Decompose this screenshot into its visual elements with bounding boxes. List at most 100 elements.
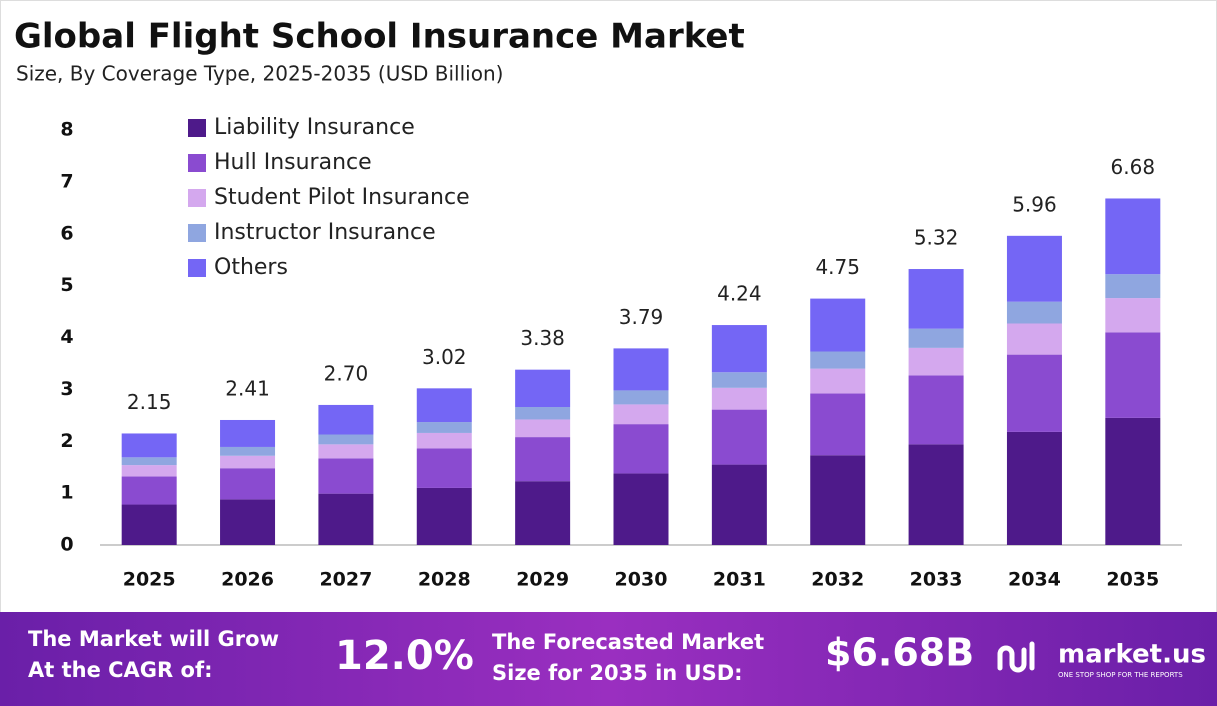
total-label: 5.96 [1012, 192, 1057, 216]
bar-segment [810, 298, 866, 352]
bar-segment [1006, 235, 1062, 302]
bar-segment [515, 481, 571, 545]
bar-segment [318, 493, 374, 545]
x-tick-label: 2033 [910, 569, 963, 591]
bar-segment [1105, 198, 1161, 275]
legend-swatch [188, 119, 206, 137]
bar-segment [318, 434, 374, 445]
legend-swatch [188, 224, 206, 242]
forecast-value: $6.68B [825, 631, 974, 675]
bar-segment [515, 419, 571, 438]
bar-segment [121, 457, 177, 466]
bar-segment [1105, 332, 1161, 418]
bar-segment [416, 422, 472, 433]
bar-segment [416, 432, 472, 449]
y-tick-label: 5 [60, 274, 73, 296]
bar-segment [613, 473, 669, 545]
brand-tagline: ONE STOP SHOP FOR THE REPORTS [1058, 671, 1183, 679]
bar-segment [1105, 417, 1161, 545]
legend-swatch [188, 189, 206, 207]
bar-segment [613, 424, 669, 474]
bar-segment [1105, 274, 1161, 299]
forecast-text: Size for 2035 in USD: [492, 661, 743, 685]
y-tick-label: 0 [60, 534, 73, 556]
bar-segment [121, 476, 177, 505]
cagr-text: The Market will Grow [28, 627, 279, 651]
x-tick-label: 2026 [221, 569, 274, 591]
y-tick-label: 4 [60, 326, 73, 348]
bar-segment [1006, 301, 1062, 324]
bar-segment [908, 328, 964, 348]
total-label: 4.24 [717, 282, 762, 306]
bar-segment [515, 369, 571, 408]
y-tick-label: 8 [60, 119, 73, 141]
bar-segment [416, 448, 472, 488]
bar-segment [711, 464, 767, 545]
total-label: 2.15 [127, 390, 172, 414]
legend-label: Others [214, 255, 288, 280]
plot: 0 1 2 3 4 5 6 7 8 2.15 2025 2.41 2026 2.70 2027 3.02 202… [60, 115, 1182, 591]
bar-segment [318, 444, 374, 459]
bar-segment [121, 504, 177, 545]
legend-label: Hull Insurance [214, 150, 372, 175]
bar-segment [121, 433, 177, 458]
bar-segment [416, 388, 472, 423]
cagr-text: At the CAGR of: [28, 658, 213, 682]
bar-segment [318, 404, 374, 435]
bar-segment [1006, 323, 1062, 355]
brand: market.us [1058, 640, 1206, 670]
bar-segment [220, 446, 276, 456]
bar-segment [711, 409, 767, 465]
bar-segment [711, 387, 767, 410]
bar-segment [220, 455, 276, 469]
x-tick-label: 2031 [713, 569, 766, 591]
forecast-text: The Forecasted Market [492, 630, 764, 654]
total-label: 5.32 [914, 226, 959, 250]
bar-segment [613, 390, 669, 405]
bar-segment [1006, 354, 1062, 432]
brand-logo [997, 641, 1035, 673]
bar-segment [515, 407, 571, 420]
total-label: 3.38 [520, 326, 565, 350]
y-tick-label: 6 [60, 222, 73, 244]
y-tick-label: 1 [60, 482, 73, 504]
total-label: 4.75 [815, 255, 860, 279]
chart-title: Global Flight School Insurance Market [14, 17, 745, 57]
bar-segment [416, 487, 472, 545]
legend-swatch [188, 259, 206, 277]
legend-swatch [188, 154, 206, 172]
total-label: 2.70 [324, 361, 369, 385]
bar-segment [220, 468, 276, 500]
bar-segment [1105, 298, 1161, 333]
bar-segment [613, 348, 669, 391]
total-label: 3.02 [422, 345, 467, 369]
bar-segment [711, 372, 767, 388]
bar-segment [515, 437, 571, 482]
bar-segment [908, 269, 964, 329]
chart-subtitle: Size, By Coverage Type, 2025-2035 (USD B… [16, 62, 503, 86]
bar-segment [121, 465, 177, 477]
x-tick-label: 2027 [319, 569, 372, 591]
x-tick-label: 2029 [516, 569, 569, 591]
bar-segment [220, 419, 276, 447]
legend-label: Liability Insurance [214, 115, 415, 140]
y-tick-label: 7 [60, 170, 73, 192]
cagr-value: 12.0% [335, 633, 474, 679]
bar-segment [810, 368, 866, 394]
bar-segment [1006, 431, 1062, 545]
total-label: 2.41 [225, 376, 270, 400]
bar-segment [908, 375, 964, 445]
x-tick-label: 2034 [1008, 569, 1061, 591]
x-tick-label: 2025 [123, 569, 176, 591]
legend-label: Instructor Insurance [214, 220, 436, 245]
total-label: 6.68 [1111, 155, 1156, 179]
bar-segment [908, 444, 964, 545]
x-tick-label: 2035 [1106, 569, 1159, 591]
bar-segment [810, 351, 866, 369]
y-tick-label: 3 [60, 378, 73, 400]
bar-segment [810, 455, 866, 545]
legend-label: Student Pilot Insurance [214, 185, 470, 210]
total-label: 3.79 [619, 305, 664, 329]
bar-segment [711, 325, 767, 373]
